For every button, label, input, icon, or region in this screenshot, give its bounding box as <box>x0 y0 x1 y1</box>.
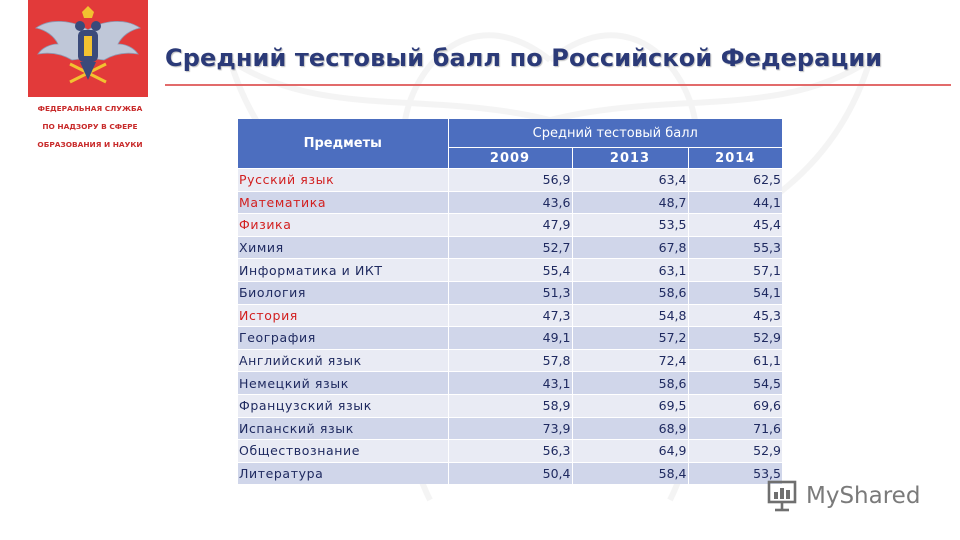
table-row: География 49,1 57,2 52,9 <box>238 326 782 350</box>
subject-cell: География <box>238 326 448 350</box>
table-row: Испанский язык 73,9 68,9 71,6 <box>238 416 782 440</box>
score-2013-cell: 67,8 <box>571 235 688 259</box>
table-row: Информатика и ИКТ 55,4 63,1 57,1 <box>238 258 782 282</box>
score-2009-cell: 47,3 <box>447 303 572 327</box>
table-row: Обществознание 56,3 64,9 52,9 <box>238 439 782 463</box>
score-2013-cell: 64,9 <box>571 439 688 463</box>
score-2013-cell: 54,8 <box>571 303 688 327</box>
subject-cell: Обществознание <box>238 439 448 463</box>
score-2013-cell: 48,7 <box>571 190 688 214</box>
average-score-header: Средний тестовый балл <box>447 119 782 148</box>
agency-name: ФЕДЕРАЛЬНАЯ СЛУЖБА ПО НАДЗОРУ В СФЕРЕ ОБ… <box>28 100 152 154</box>
score-2013-cell: 53,5 <box>571 213 688 237</box>
score-2009-cell: 52,7 <box>447 235 572 259</box>
score-2014-cell: 44,1 <box>687 190 782 214</box>
subject-cell: Английский язык <box>238 348 448 372</box>
year-header-2013: 2013 <box>571 147 688 169</box>
score-2014-cell: 55,3 <box>687 235 782 259</box>
subject-cell: Химия <box>238 235 448 259</box>
subject-cell: История <box>238 303 448 327</box>
score-2014-cell: 52,9 <box>687 439 782 463</box>
double-headed-eagle-emblem-icon <box>35 6 141 84</box>
table-row: Биология 51,3 58,6 54,1 <box>238 280 782 305</box>
year-header-2009: 2009 <box>447 147 572 169</box>
subject-cell: Французский язык <box>238 393 448 418</box>
score-2014-cell: 61,1 <box>687 348 782 372</box>
table-row: Русский язык 56,9 63,4 62,5 <box>238 168 782 192</box>
subject-cell: Физика <box>238 213 448 237</box>
score-2009-cell: 55,4 <box>447 258 572 282</box>
subject-cell: Русский язык <box>238 168 448 192</box>
myshared-presentation-icon <box>767 480 797 512</box>
subject-cell: Информатика и ИКТ <box>238 258 448 282</box>
table-row: Литература 50,4 58,4 53,5 <box>238 461 782 485</box>
table-row: Математика 43,6 48,7 44,1 <box>238 190 782 214</box>
subject-column-header: Предметы <box>238 119 448 169</box>
table-row: Немецкий язык 43,1 58,6 54,5 <box>238 371 782 395</box>
score-2013-cell: 63,4 <box>571 168 688 192</box>
score-2009-cell: 51,3 <box>447 280 572 305</box>
score-2014-cell: 52,9 <box>687 326 782 350</box>
table-row: История 47,3 54,8 45,3 <box>238 303 782 327</box>
score-2009-cell: 43,6 <box>447 190 572 214</box>
year-header-2014: 2014 <box>687 147 782 169</box>
table-row: Французский язык 58,9 69,5 69,6 <box>238 393 782 418</box>
score-2009-cell: 49,1 <box>447 326 572 350</box>
score-2013-cell: 69,5 <box>571 393 688 418</box>
table-row: Английский язык 57,8 72,4 61,1 <box>238 348 782 372</box>
score-2014-cell: 57,1 <box>687 258 782 282</box>
score-2014-cell: 54,1 <box>687 280 782 305</box>
score-2014-cell: 62,5 <box>687 168 782 192</box>
table-row: Химия 52,7 67,8 55,3 <box>238 235 782 259</box>
title-divider <box>165 84 951 86</box>
agency-line: ПО НАДЗОРУ В СФЕРЕ <box>42 122 138 131</box>
myshared-watermark: MyShared <box>766 478 920 514</box>
subject-cell: Биология <box>238 280 448 305</box>
score-2009-cell: 47,9 <box>447 213 572 237</box>
score-2009-cell: 58,9 <box>447 393 572 418</box>
table-row: Физика 47,9 53,5 45,4 <box>238 213 782 237</box>
agency-line: ОБРАЗОВАНИЯ И НАУКИ <box>37 140 143 149</box>
score-2014-cell: 54,5 <box>687 371 782 395</box>
scores-table: Предметы Средний тестовый балл 2009 2013… <box>238 119 782 485</box>
score-2009-cell: 57,8 <box>447 348 572 372</box>
score-2013-cell: 57,2 <box>571 326 688 350</box>
score-2013-cell: 72,4 <box>571 348 688 372</box>
subject-cell: Испанский язык <box>238 416 448 440</box>
subject-cell: Математика <box>238 190 448 214</box>
score-2009-cell: 73,9 <box>447 416 572 440</box>
score-2009-cell: 56,9 <box>447 168 572 192</box>
score-2014-cell: 45,4 <box>687 213 782 237</box>
score-2009-cell: 50,4 <box>447 461 572 485</box>
agency-line: ФЕДЕРАЛЬНАЯ СЛУЖБА <box>37 104 143 113</box>
score-2013-cell: 58,6 <box>571 280 688 305</box>
score-2014-cell: 71,6 <box>687 416 782 440</box>
score-2013-cell: 68,9 <box>571 416 688 440</box>
score-2014-cell: 45,3 <box>687 303 782 327</box>
score-2013-cell: 63,1 <box>571 258 688 282</box>
score-2013-cell: 58,4 <box>571 461 688 485</box>
agency-logo <box>28 0 148 97</box>
subject-cell: Литература <box>238 461 448 485</box>
score-2009-cell: 56,3 <box>447 439 572 463</box>
score-2014-cell: 69,6 <box>687 393 782 418</box>
myshared-text: MyShared <box>806 483 921 509</box>
score-2009-cell: 43,1 <box>447 371 572 395</box>
page-title: Средний тестовый балл по Российской Феде… <box>165 44 883 72</box>
subject-cell: Немецкий язык <box>238 371 448 395</box>
score-2013-cell: 58,6 <box>571 371 688 395</box>
score-2014-cell: 53,5 <box>687 461 782 485</box>
